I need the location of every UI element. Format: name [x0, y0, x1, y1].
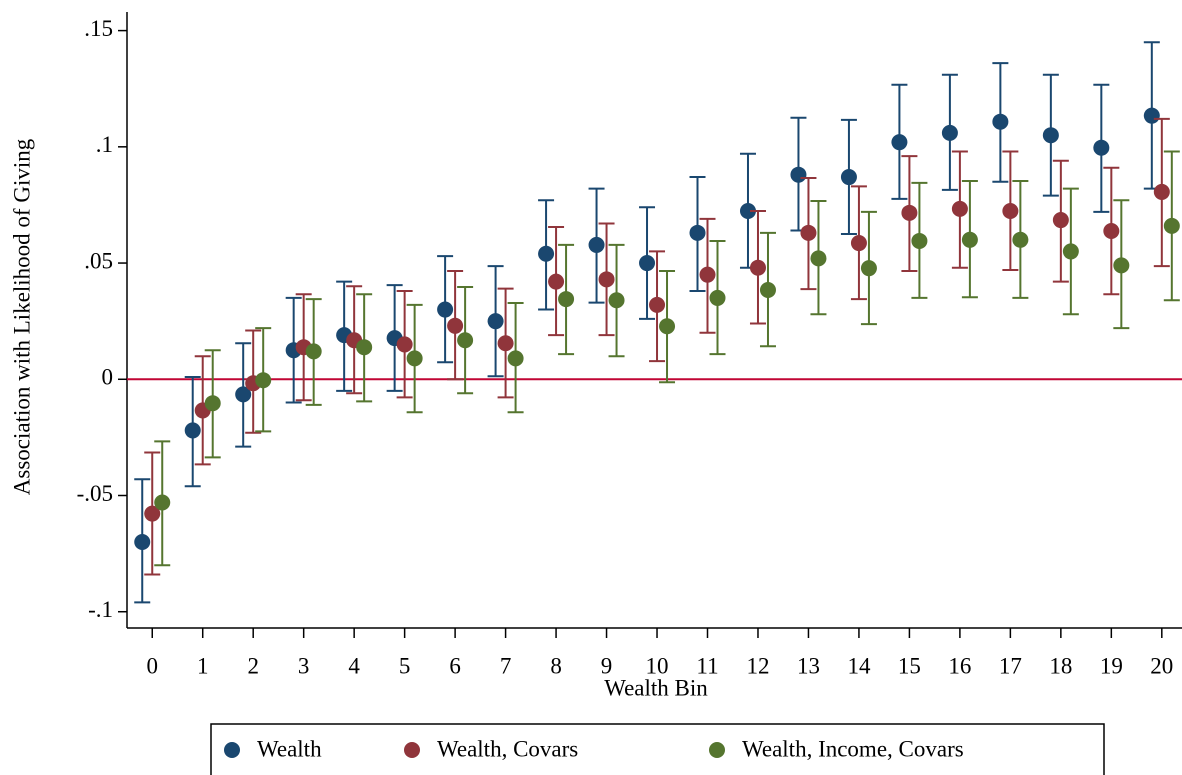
point	[749, 259, 766, 276]
legend-marker	[404, 742, 420, 758]
point	[134, 533, 151, 550]
point	[507, 350, 524, 367]
point	[659, 318, 676, 335]
point	[709, 289, 726, 306]
point	[1042, 127, 1059, 144]
x-tick-label: 0	[146, 653, 158, 678]
point	[598, 271, 615, 288]
x-tick-label: 7	[500, 653, 512, 678]
point	[1153, 183, 1170, 200]
point	[1113, 257, 1130, 274]
point	[608, 292, 625, 309]
point	[1093, 139, 1110, 156]
x-tick-label: 12	[746, 653, 769, 678]
x-tick-label: 17	[999, 653, 1022, 678]
x-tick-label: 19	[1100, 653, 1123, 678]
point	[457, 332, 474, 349]
point	[649, 296, 666, 313]
x-tick-label: 15	[898, 653, 921, 678]
point	[810, 250, 827, 267]
point	[951, 200, 968, 217]
point	[790, 166, 807, 183]
point	[891, 134, 908, 151]
x-tick-label: 6	[449, 653, 461, 678]
x-tick-label: 11	[696, 653, 718, 678]
x-tick-label: 8	[550, 653, 562, 678]
x-tick-label: 16	[948, 653, 971, 678]
point	[1103, 222, 1120, 239]
point	[1002, 202, 1019, 219]
x-tick-label: 5	[399, 653, 411, 678]
x-tick-label: 4	[348, 653, 360, 678]
legend-marker	[709, 742, 725, 758]
point	[154, 494, 171, 511]
legend-box	[210, 723, 1105, 775]
point	[437, 301, 454, 318]
legend-marker	[224, 742, 240, 758]
point	[406, 350, 423, 367]
y-tick-label: -.05	[77, 481, 113, 506]
point	[840, 169, 857, 186]
point	[235, 386, 252, 403]
point	[538, 245, 555, 262]
point	[689, 224, 706, 241]
point	[548, 273, 565, 290]
point	[699, 266, 716, 283]
x-tick-label: 18	[1049, 653, 1072, 678]
point	[144, 505, 161, 522]
x-tick-label: 2	[247, 653, 259, 678]
point	[941, 124, 958, 141]
point	[588, 236, 605, 253]
x-tick-label: 9	[601, 653, 613, 678]
legend-label: Wealth, Covars	[437, 736, 578, 761]
point	[396, 336, 413, 353]
x-tick-label: 13	[797, 653, 820, 678]
y-tick-label: 0	[102, 365, 114, 390]
point	[639, 255, 656, 272]
legend-label: Wealth	[257, 736, 322, 761]
x-tick-label: 10	[646, 653, 669, 678]
point	[1143, 107, 1160, 124]
point	[911, 232, 928, 249]
x-tick-label: 14	[847, 653, 871, 678]
point	[1052, 212, 1069, 229]
x-axis-label: Wealth Bin	[604, 675, 708, 700]
y-tick-label: .15	[84, 16, 113, 41]
point	[992, 113, 1009, 130]
y-tick-label: -.1	[88, 597, 113, 622]
point	[1012, 231, 1029, 248]
point	[901, 204, 918, 221]
y-tick-label: .05	[84, 248, 113, 273]
point	[739, 202, 756, 219]
point	[558, 291, 575, 308]
point	[1163, 217, 1180, 234]
point	[497, 335, 514, 352]
point	[255, 372, 272, 389]
point	[356, 339, 373, 356]
point	[487, 313, 504, 330]
y-axis-label: Association with Likelihood of Giving	[9, 138, 34, 495]
legend-label: Wealth, Income, Covars	[742, 736, 964, 761]
point	[759, 282, 776, 299]
point	[850, 235, 867, 252]
point	[860, 260, 877, 277]
point	[1062, 243, 1079, 260]
point	[204, 395, 221, 412]
y-tick-label: .1	[96, 132, 113, 157]
point	[447, 317, 464, 334]
x-tick-label: 1	[197, 653, 209, 678]
x-tick-label: 20	[1150, 653, 1173, 678]
point	[961, 231, 978, 248]
x-tick-label: 3	[298, 653, 310, 678]
point	[800, 224, 817, 241]
point	[305, 343, 322, 360]
point	[184, 422, 201, 439]
